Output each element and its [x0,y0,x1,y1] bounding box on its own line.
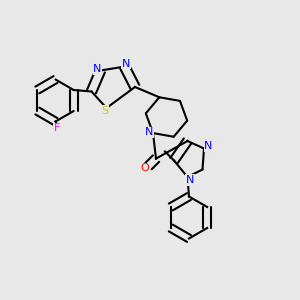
Text: F: F [54,123,60,133]
Text: N: N [204,141,213,151]
Text: N: N [145,128,154,137]
Text: N: N [186,175,194,185]
Text: S: S [101,106,109,116]
Text: N: N [93,64,102,74]
Text: O: O [140,164,149,173]
Text: N: N [122,58,130,69]
